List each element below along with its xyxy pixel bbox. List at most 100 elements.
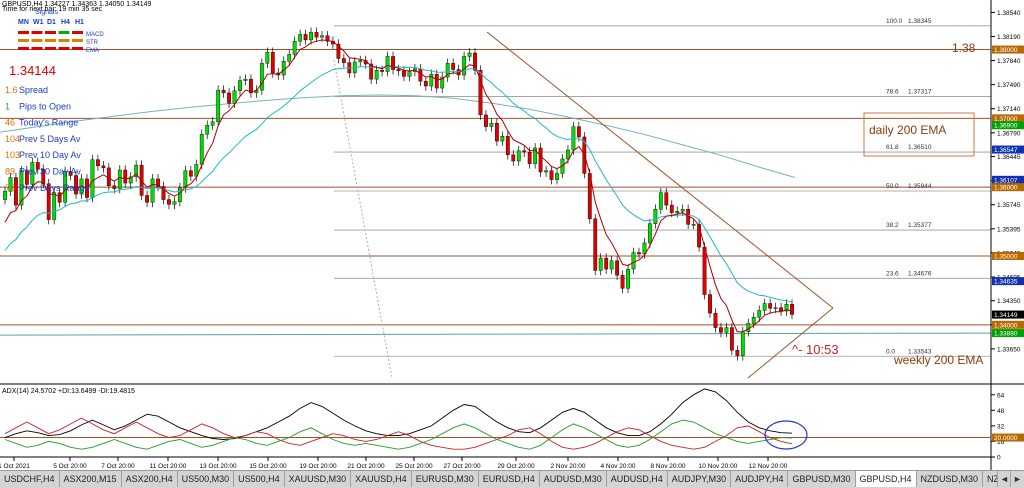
tab-scroll-left-icon[interactable]: ◄ (997, 471, 1011, 487)
candle-body (473, 52, 477, 71)
candle-body (642, 242, 647, 255)
candle-body (150, 178, 155, 203)
symbol-tab[interactable]: EURUSD,H4 (479, 471, 540, 487)
price-label-text: 1.36547 (994, 147, 1018, 154)
price-tick-label: 1.34350 (997, 298, 1021, 305)
ind-macd: MACD (86, 32, 104, 38)
symbol-tab[interactable]: US500,M30 (178, 471, 235, 487)
price-label-text: 1.34149 (994, 312, 1018, 319)
candle-body (418, 68, 423, 82)
price-label-text: 1.33880 (994, 331, 1018, 338)
candle-body (232, 90, 237, 104)
price-tick-label: 1.36445 (997, 154, 1021, 161)
candle-body (489, 122, 494, 127)
candle-body (440, 76, 445, 89)
candle-body (762, 303, 767, 311)
candle-body (35, 162, 40, 170)
symbol-tab[interactable]: GBPUSD,M30 (788, 471, 856, 487)
symbol-tab[interactable]: AUDJPY,H4 (731, 471, 789, 487)
candle-body (631, 252, 636, 270)
candle-body (675, 211, 680, 213)
signal-bar (45, 31, 56, 34)
upper-trendline[interactable] (486, 31, 834, 309)
time-tick-label: 29 Oct 20:00 (497, 463, 535, 470)
candle-body (68, 171, 73, 176)
fib-price-label: 1.33543 (908, 348, 932, 355)
price-label-text: 1.38000 (994, 47, 1018, 54)
candle-body (341, 58, 346, 63)
price-tick-label: 1.36790 (997, 130, 1021, 137)
tab-scroll-right-icon[interactable]: ► (1010, 471, 1024, 487)
candle-body (52, 192, 57, 220)
symbol-tab[interactable]: AUDUSD,M30 (540, 471, 607, 487)
signal-bar (18, 31, 29, 34)
symbol-tab[interactable]: ASX200,M15 (60, 471, 122, 487)
candle-body (112, 185, 117, 189)
lower-trendline[interactable] (747, 307, 834, 379)
price-tick-label: 1.35745 (997, 202, 1021, 209)
symbol-tab[interactable]: AUDUSD,H4 (607, 471, 668, 487)
triangle-pattern[interactable] (486, 31, 834, 379)
fib-level-label: 100.0 (886, 18, 903, 25)
time-axis: 1 Oct 2021 5 Oct 20:00 7 Oct 20:00 11 Oct 2… (0, 457, 788, 470)
stat-value: 73 (5, 183, 15, 193)
symbol-tab[interactable]: AUDJPY,M30 (668, 471, 732, 487)
candle-body (790, 303, 794, 315)
symbol-tab[interactable]: EURUSD,M30 (412, 471, 479, 487)
candle-body (516, 150, 521, 162)
candle-body (402, 70, 406, 77)
fibonacci-baseline[interactable] (333, 59, 393, 379)
candle-body (773, 307, 778, 309)
signal-bar (31, 39, 43, 42)
price-tick-label: 1.37490 (997, 82, 1021, 89)
adx-tick-label: 64 (997, 392, 1005, 399)
signal-bar (58, 31, 70, 34)
candle-body (768, 303, 773, 309)
candle-body (637, 252, 641, 255)
price-label-box (992, 121, 1024, 130)
daily-ema-box[interactable] (863, 112, 975, 157)
candle-body (784, 303, 789, 312)
signal-bar (18, 47, 29, 50)
symbol-tab[interactable]: XAUUSD,M30 (285, 471, 352, 487)
fibonacci-levels[interactable]: 100.0 1.38345 78.6 1.37317 61.8 1.36510 50.0 1.… (334, 18, 991, 357)
candle-body (205, 125, 210, 135)
adx-level-box (992, 433, 1024, 442)
candle-body (451, 63, 456, 70)
current-price: 1.34144 (9, 63, 56, 78)
price-label-text: 1.36107 (994, 177, 1018, 184)
adx-highlight-circle[interactable] (764, 420, 808, 450)
stat-value: 1.6 (5, 85, 18, 95)
candle-body (298, 34, 303, 42)
candle-body (653, 209, 658, 224)
symbol-tab[interactable]: GBPUSD,H4 (855, 471, 917, 487)
fib-level-label: 0.0 (886, 348, 895, 355)
daily-200-ema-line (0, 94, 796, 178)
candle-body (391, 56, 395, 70)
stat-label: Prev 10 Day Av (19, 150, 81, 160)
fib-level-label: 61.8 (886, 144, 899, 151)
tab-list: USDCHF,H4 ASX200,M15 ASX200,H4 US500,M30 US5… (0, 471, 1024, 488)
symbol-tab[interactable]: US500,H4 (234, 471, 285, 487)
symbol-tab[interactable]: XAUUSD,H4 (351, 471, 412, 487)
signal-bar (72, 39, 83, 42)
candle-body (167, 199, 171, 205)
price-tick-label: 1.38540 (997, 10, 1021, 17)
stat-value: 1 (5, 101, 10, 111)
candle-body (538, 147, 543, 173)
time-tick-label: 10 Nov 20:00 (699, 463, 738, 470)
stat-label: Spread (19, 85, 48, 95)
symbol-tab[interactable]: NZDUSD,M30 (917, 471, 984, 487)
candle-body (494, 122, 499, 142)
candle-body (423, 81, 428, 87)
candle-body (172, 201, 177, 205)
time-tick-label: 7 Oct 20:00 (101, 463, 135, 470)
symbol-tab[interactable]: USDCHF,H4 (0, 471, 60, 487)
price-label-text: 1.36900 (994, 123, 1018, 130)
time-tick-label: 11 Oct 20:00 (150, 463, 187, 470)
symbol-tab-bar: USDCHF,H4 ASX200,M15 ASX200,H4 US500,M30 US5… (0, 470, 1024, 488)
candle-body (664, 192, 669, 206)
symbol-tab[interactable]: ASX200,H4 (122, 471, 178, 487)
candle-body (702, 246, 707, 295)
